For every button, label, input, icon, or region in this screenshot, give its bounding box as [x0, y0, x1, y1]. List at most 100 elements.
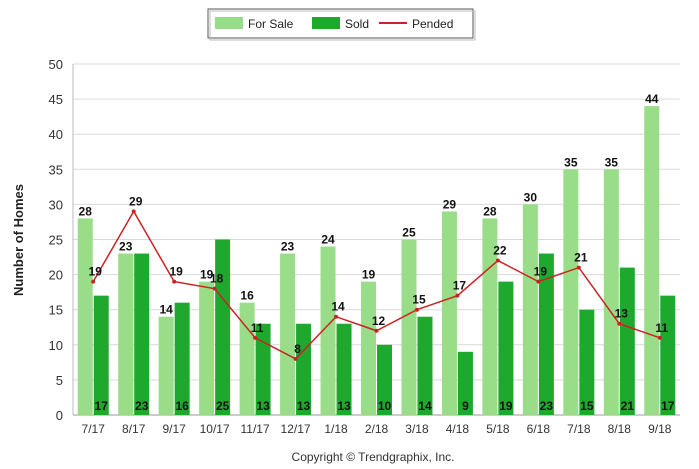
x-tick-label: 12/17 [281, 422, 311, 436]
data-label-pended: 15 [412, 293, 426, 307]
bar-for-sale [482, 218, 498, 415]
bar-sold [255, 323, 271, 415]
bar-for-sale [239, 302, 255, 415]
data-label-pended: 19 [534, 265, 548, 279]
bar-sold [377, 344, 392, 415]
data-label-for-sale: 30 [524, 190, 538, 204]
data-label-pended: 22 [493, 244, 507, 258]
bar-for-sale [280, 253, 296, 415]
legend-label-sold: Sold [345, 17, 369, 31]
y-tick-label: 30 [49, 197, 63, 212]
bar-for-sale [199, 281, 215, 415]
data-label-for-sale: 23 [281, 240, 295, 254]
y-tick-label: 0 [56, 408, 63, 423]
bar-for-sale [401, 239, 417, 415]
data-label-for-sale: 23 [119, 240, 133, 254]
data-label-for-sale: 14 [159, 303, 173, 317]
legend-shadow [209, 10, 476, 41]
data-label-for-sale: 24 [321, 233, 335, 247]
x-tick-label: 8/17 [122, 422, 146, 436]
copyright-text: Copyright © Trendgraphix, Inc. [292, 450, 455, 464]
y-tick-label: 45 [49, 92, 63, 107]
y-tick-label: 35 [49, 162, 63, 177]
data-label-for-sale: 19 [362, 268, 376, 282]
data-labels: 28 17 23 23 14 16 19 25 16 13 23 13 24 13 19 10 25 14 29 9 2… [79, 92, 675, 413]
x-tick-label: 3/18 [405, 422, 429, 436]
pended-line-layer [91, 209, 662, 361]
y-axis-ticks: 0 5 10 15 20 25 30 35 40 45 50 [49, 57, 63, 423]
data-label-pended: 13 [615, 307, 629, 321]
x-tick-label: 2/18 [365, 422, 389, 436]
data-label-sold: 17 [661, 399, 675, 413]
data-label-sold: 15 [580, 399, 594, 413]
pended-point [172, 279, 177, 284]
data-label-sold: 23 [540, 399, 554, 413]
y-tick-label: 50 [49, 57, 63, 72]
y-axis-title: Number of Homes [11, 184, 26, 296]
bar-sold [215, 239, 231, 415]
legend-label-pended: Pended [412, 17, 453, 31]
data-label-pended: 29 [129, 194, 143, 208]
data-label-sold: 19 [499, 399, 513, 413]
bar-for-sale [441, 211, 457, 415]
pended-point [334, 314, 339, 319]
legend: For Sale Sold Pended [207, 8, 476, 41]
pended-point [414, 307, 419, 312]
x-tick-label: 11/17 [241, 422, 270, 436]
x-tick-label: 1/18 [324, 422, 348, 436]
data-label-sold: 13 [297, 399, 311, 413]
bar-for-sale [563, 169, 579, 415]
y-tick-label: 40 [49, 127, 63, 142]
y-tick-label: 10 [49, 338, 63, 353]
data-label-pended: 14 [331, 300, 345, 314]
x-tick-label: 5/18 [486, 422, 510, 436]
data-label-pended: 11 [655, 321, 668, 335]
data-label-pended: 19 [169, 265, 183, 279]
x-tick-label: 6/18 [527, 422, 551, 436]
data-label-for-sale: 28 [79, 204, 93, 218]
bar-for-sale [118, 253, 134, 415]
bar-for-sale [77, 218, 93, 415]
legend-box [207, 8, 474, 39]
pended-point [455, 293, 460, 298]
y-tick-label: 25 [49, 233, 63, 248]
data-label-sold: 16 [175, 399, 189, 413]
bar-sold [538, 253, 554, 415]
grid [72, 63, 680, 416]
data-label-pended: 19 [89, 265, 103, 279]
bar-sold [336, 323, 352, 415]
y-tick-label: 20 [49, 268, 63, 283]
data-label-for-sale: 35 [605, 155, 619, 169]
pended-point [212, 286, 217, 291]
pended-point [657, 335, 662, 340]
x-tick-label: 9/18 [648, 422, 672, 436]
pended-point [293, 356, 298, 361]
bar-for-sale [644, 106, 660, 416]
data-label-for-sale: 28 [483, 204, 497, 218]
data-label-sold: 25 [216, 399, 230, 413]
data-label-pended: 8 [294, 342, 301, 356]
data-label-sold: 17 [95, 399, 109, 413]
data-label-for-sale: 19 [200, 268, 214, 282]
bar-sold [174, 302, 190, 415]
bar-for-sale [158, 316, 174, 415]
pended-point [91, 279, 96, 284]
pended-point [617, 321, 622, 326]
bar-sold [660, 295, 676, 415]
y-tick-label: 15 [49, 303, 63, 318]
data-label-for-sale: 16 [240, 289, 254, 303]
x-axis-ticks: 7/17 8/17 9/17 10/17 11/17 12/17 1/18 2/18 3/18 4… [82, 422, 672, 436]
data-label-for-sale: 29 [443, 197, 457, 211]
bar-sold [579, 309, 595, 415]
data-label-sold: 23 [135, 399, 149, 413]
legend-swatch-sold [312, 17, 340, 29]
pended-point [374, 328, 379, 333]
data-label-sold: 13 [256, 399, 270, 413]
bar-for-sale [361, 281, 376, 415]
bar-for-sale [320, 246, 336, 415]
data-label-pended: 12 [372, 314, 386, 328]
data-label-for-sale: 44 [645, 92, 659, 106]
y-tick-label: 5 [56, 373, 63, 388]
data-label-pended: 17 [453, 279, 467, 293]
